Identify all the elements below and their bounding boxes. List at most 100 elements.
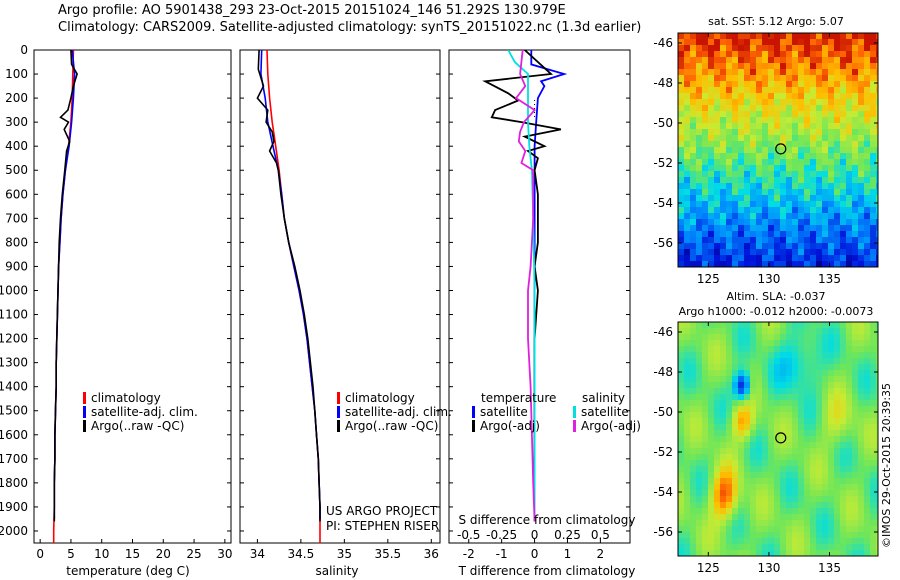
heatmap-cell <box>720 550 727 556</box>
heatmap-cell <box>756 328 763 335</box>
heatmap-cell <box>858 334 865 341</box>
heatmap-cell <box>774 472 781 479</box>
heatmap-cell <box>786 454 793 461</box>
heatmap-cell <box>864 135 871 142</box>
heatmap-cell <box>846 394 853 401</box>
heatmap-cell <box>732 249 739 256</box>
heatmap-cell <box>876 532 878 539</box>
heatmap-cell <box>858 45 865 52</box>
heatmap-cell <box>774 105 781 112</box>
heatmap-cell <box>816 39 823 46</box>
heatmap-cell <box>780 394 787 401</box>
heatmap-cell <box>792 478 799 485</box>
heatmap-cell <box>840 111 847 118</box>
depth-tick-label: 900 <box>5 259 28 273</box>
heatmap-cell <box>822 322 829 329</box>
heatmap-cell <box>768 436 775 443</box>
heatmap-cell <box>798 442 805 449</box>
heatmap-cell <box>798 261 805 267</box>
heatmap-cell <box>732 69 739 76</box>
heatmap-cell <box>828 412 835 419</box>
heatmap-cell <box>702 171 709 178</box>
heatmap-cell <box>678 117 685 124</box>
heatmap-cell <box>738 243 745 250</box>
heatmap-cell <box>720 454 727 461</box>
heatmap-cell <box>738 45 745 52</box>
heatmap-cell <box>756 225 763 232</box>
heatmap-cell <box>720 159 727 166</box>
heatmap-cell <box>738 388 745 395</box>
heatmap-cell <box>834 328 841 335</box>
map-y-tick-label: -54 <box>653 485 673 499</box>
heatmap-cell <box>756 243 763 250</box>
heatmap-cell <box>714 424 721 431</box>
heatmap-cell <box>690 550 697 556</box>
heatmap-cell <box>678 460 685 467</box>
heatmap-cell <box>738 538 745 545</box>
heatmap-cell <box>702 454 709 461</box>
heatmap-cell <box>798 334 805 341</box>
heatmap-cell <box>678 99 685 106</box>
heatmap-cell <box>864 243 871 250</box>
heatmap-cell <box>720 496 727 503</box>
heatmap-cell <box>714 153 721 160</box>
heatmap-cell <box>780 75 787 82</box>
heatmap-cell <box>744 502 751 509</box>
heatmap-cell <box>816 394 823 401</box>
heatmap-cell <box>756 382 763 389</box>
heatmap-cell <box>762 334 769 341</box>
heatmap-cell <box>786 352 793 359</box>
heatmap-cell <box>870 370 877 377</box>
heatmap-cell <box>870 261 877 267</box>
heatmap-cell <box>744 514 751 521</box>
heatmap-cell <box>684 388 691 395</box>
heatmap-cell <box>744 165 751 172</box>
heatmap-cell <box>768 87 775 94</box>
heatmap-cell <box>762 400 769 407</box>
heatmap-cell <box>768 550 775 556</box>
depth-tick-label: 1500 <box>0 404 28 418</box>
heatmap-cell <box>864 370 871 377</box>
heatmap-cell <box>876 69 878 76</box>
heatmap-cell <box>768 538 775 545</box>
heatmap-cell <box>870 352 877 359</box>
heatmap-cell <box>696 466 703 473</box>
heatmap-cell <box>702 255 709 262</box>
heatmap-cell <box>780 189 787 196</box>
depth-tick-label: 1300 <box>0 356 28 370</box>
heatmap-cell <box>840 436 847 443</box>
pi-credit: PI: STEPHEN RISER <box>326 519 439 533</box>
heatmap-cell <box>834 544 841 551</box>
heatmap-cell <box>690 153 697 160</box>
heatmap-cell <box>810 424 817 431</box>
heatmap-cell <box>720 165 727 172</box>
heatmap-cell <box>678 177 685 184</box>
heatmap-cell <box>684 442 691 449</box>
heatmap-cell <box>852 39 859 46</box>
heatmap-cell <box>804 340 811 347</box>
heatmap-cell <box>840 334 847 341</box>
heatmap-cell <box>816 514 823 521</box>
heatmap-cell <box>690 129 697 136</box>
heatmap-cell <box>702 261 709 267</box>
heatmap-cell <box>816 93 823 100</box>
heatmap-cell <box>768 129 775 136</box>
heatmap-cell <box>876 502 878 509</box>
legend-swatch-argo <box>83 420 86 432</box>
heatmap-cell <box>744 75 751 82</box>
heatmap-cell <box>804 454 811 461</box>
heatmap-cell <box>852 412 859 419</box>
heatmap-cell <box>852 111 859 118</box>
heatmap-cell <box>690 159 697 166</box>
heatmap-cell <box>702 514 709 521</box>
heatmap-cell <box>798 406 805 413</box>
heatmap-cell <box>816 532 823 539</box>
heatmap-cell <box>870 243 877 250</box>
heatmap-cell <box>714 165 721 172</box>
heatmap-cell <box>696 45 703 52</box>
heatmap-cell <box>828 478 835 485</box>
heatmap-cell <box>864 478 871 485</box>
heatmap-cell <box>774 412 781 419</box>
sst-heatmap <box>678 33 878 267</box>
heatmap-cell <box>768 81 775 88</box>
